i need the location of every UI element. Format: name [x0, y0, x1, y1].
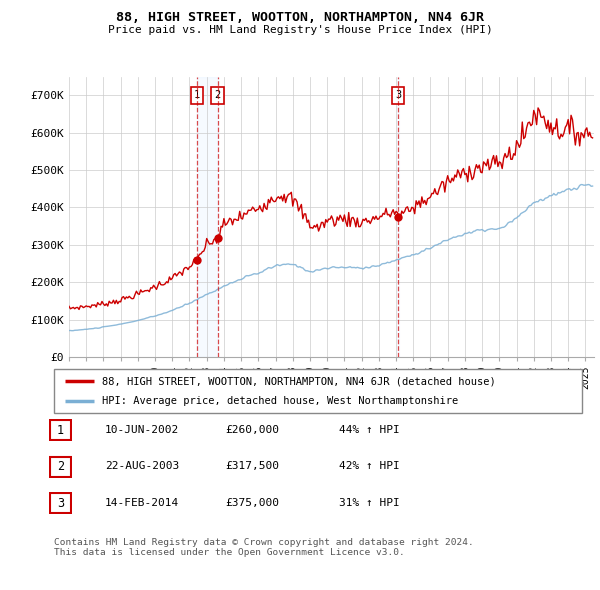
Text: 1: 1 [194, 90, 200, 100]
Text: 1: 1 [57, 424, 64, 437]
Text: 42% ↑ HPI: 42% ↑ HPI [339, 461, 400, 471]
Text: HPI: Average price, detached house, West Northamptonshire: HPI: Average price, detached house, West… [101, 396, 458, 405]
Text: Contains HM Land Registry data © Crown copyright and database right 2024.
This d: Contains HM Land Registry data © Crown c… [54, 538, 474, 558]
Text: 10-JUN-2002: 10-JUN-2002 [105, 425, 179, 434]
Text: 3: 3 [395, 90, 401, 100]
Text: 31% ↑ HPI: 31% ↑ HPI [339, 498, 400, 507]
Text: Price paid vs. HM Land Registry's House Price Index (HPI): Price paid vs. HM Land Registry's House … [107, 25, 493, 35]
Text: 88, HIGH STREET, WOOTTON, NORTHAMPTON, NN4 6JR (detached house): 88, HIGH STREET, WOOTTON, NORTHAMPTON, N… [101, 376, 495, 386]
Text: 44% ↑ HPI: 44% ↑ HPI [339, 425, 400, 434]
Bar [397, 77, 399, 357]
Text: 2: 2 [57, 460, 64, 473]
Text: £375,000: £375,000 [225, 498, 279, 507]
Text: 3: 3 [57, 497, 64, 510]
Text: 88, HIGH STREET, WOOTTON, NORTHAMPTON, NN4 6JR: 88, HIGH STREET, WOOTTON, NORTHAMPTON, N… [116, 11, 484, 24]
Text: 22-AUG-2003: 22-AUG-2003 [105, 461, 179, 471]
Text: 2: 2 [215, 90, 221, 100]
Text: 14-FEB-2014: 14-FEB-2014 [105, 498, 179, 507]
Text: £317,500: £317,500 [225, 461, 279, 471]
Bar [197, 77, 218, 357]
Text: £260,000: £260,000 [225, 425, 279, 434]
